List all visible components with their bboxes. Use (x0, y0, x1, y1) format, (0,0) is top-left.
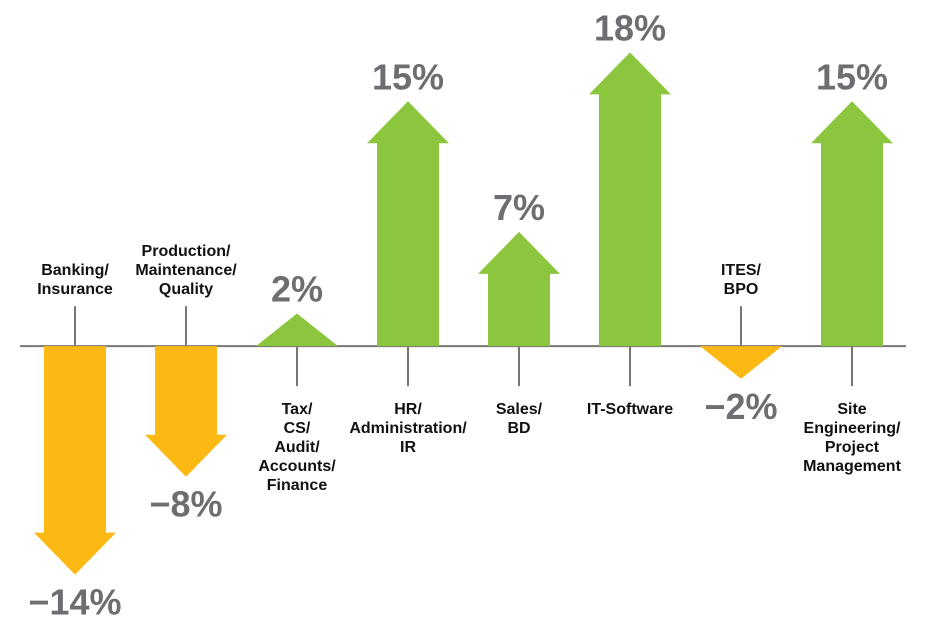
arrow (478, 231, 560, 347)
arrow (589, 52, 671, 347)
category-label: ITES/BPO (721, 262, 762, 298)
arrow (256, 313, 338, 347)
category-label: Sales/BD (496, 401, 543, 437)
category-label: Banking/Insurance (37, 262, 113, 298)
category-label: IT-Software (587, 401, 673, 418)
arrow (367, 101, 449, 347)
arrow (700, 346, 782, 379)
value-label: 15% (372, 56, 444, 97)
value-label: −8% (149, 484, 222, 525)
value-label: −2% (704, 386, 777, 427)
category-label: Tax/CS/Audit/Accounts/Finance (258, 401, 336, 494)
value-label: −14% (28, 582, 121, 623)
arrow (145, 346, 227, 477)
value-label: 18% (594, 7, 666, 48)
value-label: 2% (271, 269, 323, 310)
category-label: HR/Administration/IR (349, 401, 467, 456)
category-label: Site Engineering/Project Management (803, 401, 901, 475)
category-label: Production/Maintenance/Quality (135, 243, 237, 298)
value-label: 15% (816, 56, 888, 97)
arrow (34, 346, 116, 575)
value-label: 7% (493, 187, 545, 228)
arrow (811, 101, 893, 347)
